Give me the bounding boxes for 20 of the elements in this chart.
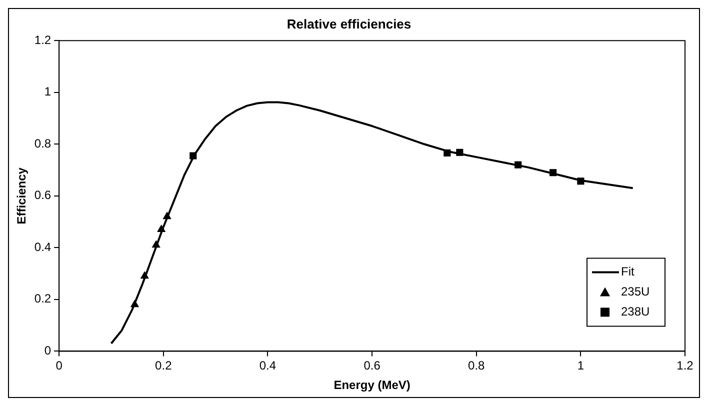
x-axis-title: Energy (MeV)	[334, 378, 410, 392]
y-axis-title: Efficiency	[14, 167, 29, 224]
x-tick-label: 0.8	[468, 358, 486, 373]
y-tick-label: 0.4	[34, 240, 52, 254]
legend-label: Fit	[621, 264, 635, 279]
x-tick-label: 0.2	[155, 358, 172, 373]
x-tick-label: 1	[577, 358, 584, 373]
legend-label: 235U	[621, 284, 650, 299]
y-tick-label: 0.8	[34, 136, 52, 150]
y-tick-label: 1.2	[34, 32, 52, 47]
x-tick-label: 0	[56, 358, 63, 373]
legend-label: 238U	[621, 304, 650, 319]
y-tick-label: 0.6	[34, 188, 52, 202]
y-tick-label: 1	[44, 84, 52, 99]
chart-title: Relative efficiencies	[286, 16, 412, 32]
x-tick-label: 0.4	[259, 358, 276, 373]
x-tick-label: 1.2	[676, 358, 694, 373]
y-tick-label: 0.2	[34, 292, 52, 306]
x-tick-label: 0.6	[364, 358, 381, 373]
y-tick-label: 0	[44, 344, 52, 358]
